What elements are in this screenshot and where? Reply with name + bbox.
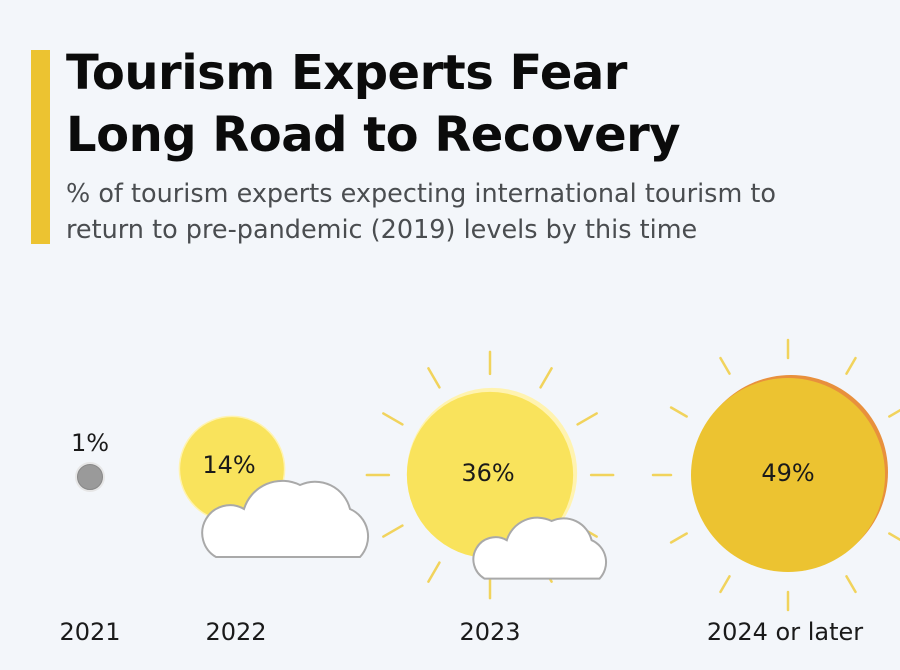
sun-ray — [888, 532, 900, 542]
value-label: 1% — [71, 429, 109, 457]
value-label: 36% — [461, 459, 514, 487]
sun-ray — [669, 406, 688, 418]
accent-bar — [31, 50, 50, 244]
title-line-1: Tourism Experts Fear — [66, 45, 627, 101]
sun-ray — [427, 561, 441, 583]
sun-rays — [651, 338, 900, 612]
moon-icon — [77, 464, 103, 490]
sun-ray — [539, 367, 553, 389]
value-label: 49% — [761, 459, 814, 487]
subtitle-line-2: return to pre-pandemic (2019) levels by … — [66, 215, 698, 245]
value-label: 14% — [202, 451, 255, 479]
subtitle-line-1: % of tourism experts expecting internati… — [66, 179, 777, 209]
chart-subtitle: % of tourism experts expecting internati… — [66, 176, 886, 248]
category-label: 2022 — [205, 618, 266, 646]
sun-bubble — [406, 391, 574, 559]
sun-ray — [669, 532, 688, 544]
sun-ray — [382, 412, 404, 426]
cloud-icon — [201, 479, 370, 558]
sun-ray — [427, 367, 441, 389]
chart-title: Tourism Experts Fear Long Road to Recove… — [66, 42, 886, 166]
sun-ray — [888, 408, 900, 418]
sun-ray — [576, 412, 598, 426]
bubble-chart: 1% 2021 14% 2022 36% 2023 49% 2024 or later — [59, 338, 900, 646]
sun-ray — [719, 356, 731, 375]
category-label: 2023 — [459, 618, 520, 646]
sun-bubble — [691, 378, 885, 572]
title-line-2: Long Road to Recovery — [66, 107, 681, 163]
sun-ray — [719, 575, 731, 594]
category-label: 2024 or later — [707, 618, 863, 646]
cloud-icon — [472, 516, 608, 580]
sun-ray — [845, 575, 857, 594]
sun-ray — [382, 524, 404, 538]
category-label: 2021 — [59, 618, 120, 646]
sun-ray — [845, 356, 857, 375]
